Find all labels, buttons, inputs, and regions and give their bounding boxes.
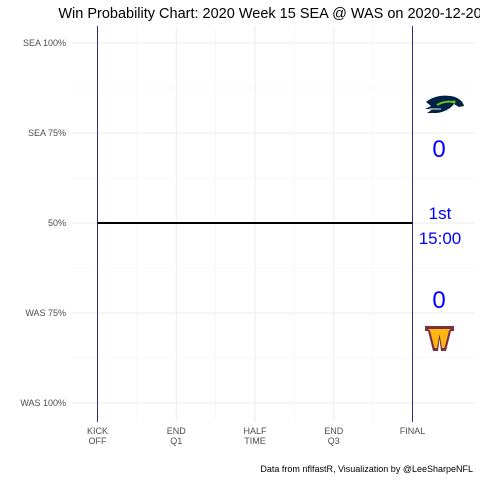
y-tick-label: SEA 75%	[28, 128, 66, 138]
x-tick-label: HALF TIME	[243, 426, 267, 446]
x-tick-label: FINAL	[400, 426, 426, 436]
game-quarter: 1st	[429, 204, 452, 223]
home-score: 0	[432, 287, 445, 314]
x-tick-label: END Q3	[324, 426, 344, 446]
x-tick-label: KICK OFF	[87, 426, 108, 446]
y-axis-tick-labels: SEA 100% SEA 75% 50% WAS 75% WAS 100%	[20, 38, 66, 408]
away-score: 0	[432, 136, 445, 163]
x-tick-label: END Q1	[167, 426, 187, 446]
y-tick-label: WAS 100%	[20, 398, 66, 408]
chart-title: Win Probability Chart: 2020 Week 15 SEA …	[58, 6, 480, 22]
game-clock: 15:00	[419, 229, 462, 248]
washington-w-logo-icon	[425, 326, 454, 351]
y-tick-label: SEA 100%	[23, 38, 66, 48]
x-axis-tick-labels: KICK OFF END Q1 HALF TIME END Q3 FINAL	[87, 426, 425, 446]
chart-caption: Data from nflfastR, Visualization by @Le…	[260, 464, 473, 474]
y-tick-label: 50%	[48, 218, 66, 228]
seahawks-logo-icon	[425, 95, 464, 113]
y-tick-label: WAS 75%	[25, 308, 66, 318]
